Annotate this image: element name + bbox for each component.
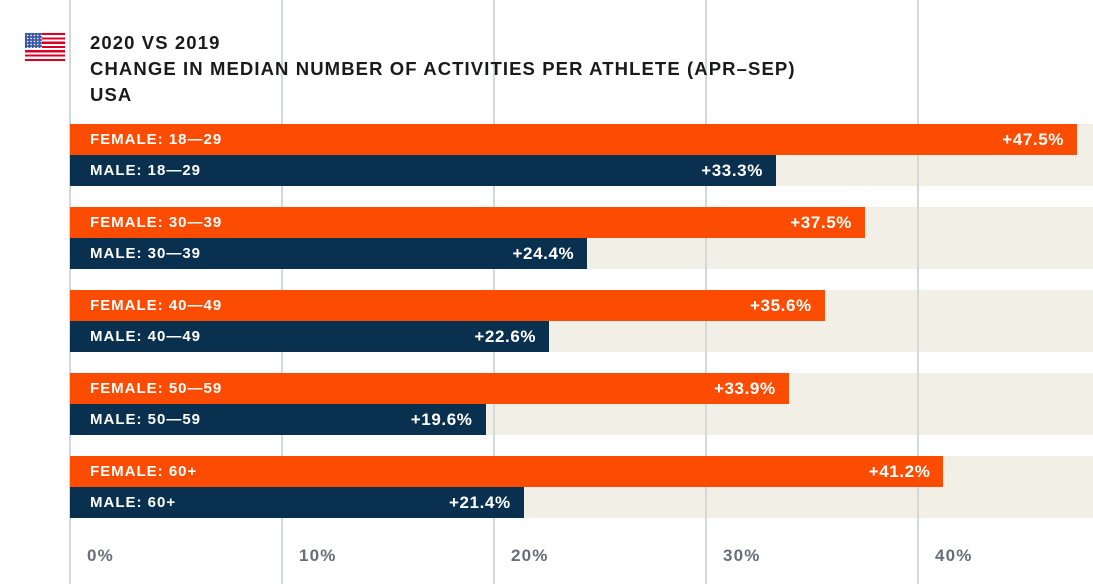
title-line-2: CHANGE IN MEDIAN NUMBER OF ACTIVITIES PE… (90, 58, 796, 79)
title-line-1: 2020 VS 2019 (90, 32, 221, 53)
bar-label: FEMALE: 40—49 (90, 297, 223, 314)
x-tick-label: 10% (299, 546, 337, 565)
bar-value: +21.4% (448, 492, 511, 512)
bar-value: +33.3% (701, 160, 763, 180)
male-bar-60+: MALE: 60+ +21.4% (70, 487, 524, 518)
chart-title: 2020 VS 2019 CHANGE IN MEDIAN NUMBER OF … (90, 30, 796, 108)
female-bar-50-59: FEMALE: 50—59 +33.9% (70, 373, 789, 404)
female-bar-30-39: FEMALE: 30—39 +37.5% (70, 207, 865, 238)
bar-label: FEMALE: 30—39 (90, 214, 223, 231)
bar-label: FEMALE: 60+ (90, 463, 198, 480)
male-bar-50-59: MALE: 50—59 +19.6% (70, 404, 486, 435)
male-bar-40-49: MALE: 40—49 +22.6% (70, 321, 550, 352)
bar-value: +35.6% (749, 295, 812, 315)
gridline-40% (917, 0, 919, 584)
bar-value: +37.5% (790, 212, 852, 232)
bar-value: +19.6% (410, 409, 473, 429)
us-flag-icon (25, 33, 65, 61)
bar-value: +47.5% (1002, 129, 1064, 149)
bar-label: MALE: 30—39 (90, 245, 202, 262)
title-line-3: USA (90, 84, 133, 105)
female-bar-60+: FEMALE: 60+ +41.2% (70, 456, 944, 487)
us-flag-canton (25, 33, 42, 49)
bar-value: +33.9% (713, 378, 776, 398)
male-bar-18-29: MALE: 18—29 +33.3% (70, 155, 776, 186)
bar-label: MALE: 60+ (90, 494, 177, 511)
bar-label: MALE: 50—59 (90, 411, 202, 428)
bar-label: FEMALE: 18—29 (90, 131, 223, 148)
x-tick-label: 30% (723, 546, 761, 565)
bar-value: +41.2% (868, 461, 931, 481)
bar-value: +24.4% (512, 243, 575, 263)
bar-label: MALE: 40—49 (90, 328, 202, 345)
bar-value: +22.6% (474, 326, 537, 346)
x-tick-label: 40% (935, 546, 973, 565)
female-bar-18-29: FEMALE: 18—29 +47.5% (70, 124, 1077, 155)
female-bar-40-49: FEMALE: 40—49 +35.6% (70, 290, 825, 321)
bar-label: MALE: 18—29 (90, 162, 202, 179)
x-tick-label: 0% (87, 546, 114, 565)
bar-label: FEMALE: 50—59 (90, 380, 223, 397)
male-bar-30-39: MALE: 30—39 +24.4% (70, 238, 588, 269)
x-tick-label: 20% (511, 546, 549, 565)
